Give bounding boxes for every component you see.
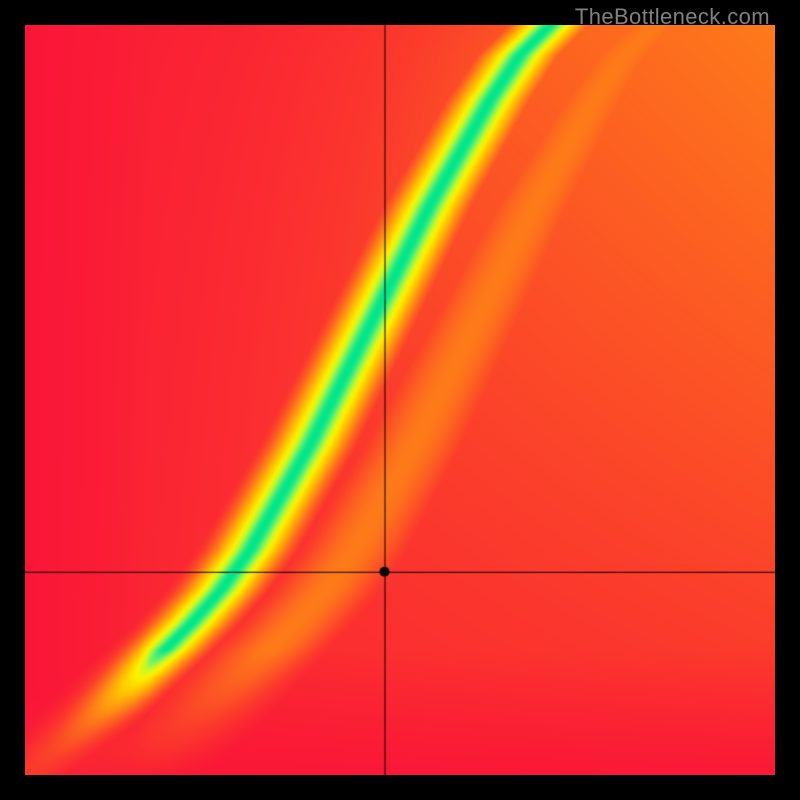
watermark-label: TheBottleneck.com <box>575 4 770 30</box>
chart-container: TheBottleneck.com <box>0 0 800 800</box>
bottleneck-heatmap <box>25 25 775 775</box>
